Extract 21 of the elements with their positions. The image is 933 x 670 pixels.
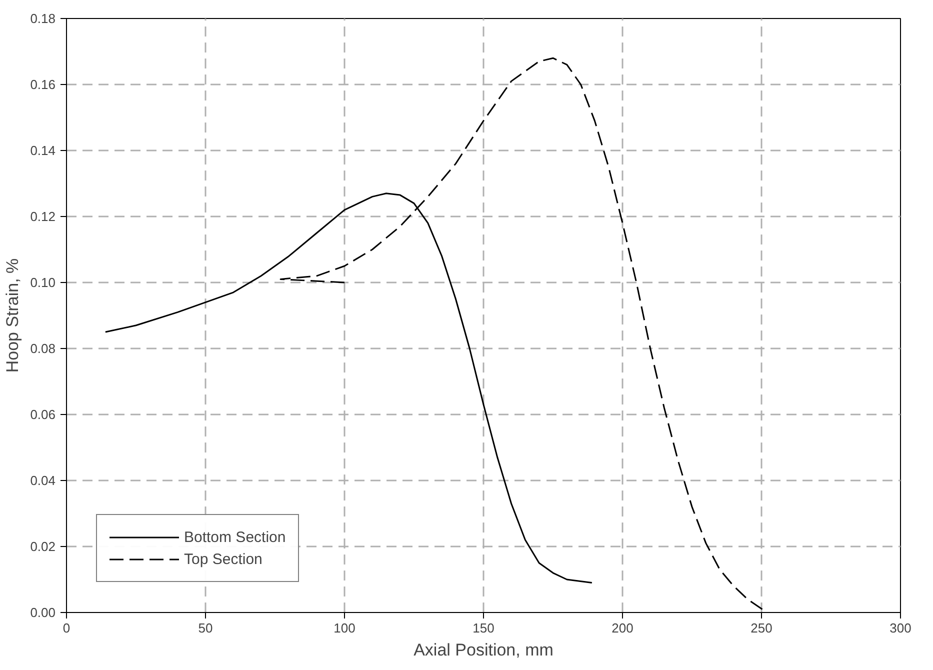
legend-label: Top Section: [184, 550, 262, 568]
x-tick-label: 200: [612, 620, 634, 636]
x-tick-label: 0: [62, 620, 70, 636]
x-tick-label: 50: [198, 620, 213, 636]
y-tick-label: 0.08: [30, 341, 56, 356]
legend-label: Bottom Section: [184, 528, 286, 546]
y-tick-label: 0.04: [30, 473, 56, 488]
y-tick-label: 0.02: [30, 539, 56, 554]
x-tick-label: 100: [334, 620, 356, 636]
x-tick-label: 250: [750, 620, 772, 636]
y-tick-label: 0.18: [30, 11, 56, 26]
x-axis-title: Axial Position, mm: [414, 640, 554, 660]
y-tick-label: 0.06: [30, 407, 56, 422]
y-tick-label: 0.16: [30, 77, 56, 92]
y-tick-label: 0.00: [30, 605, 56, 620]
y-tick-label: 0.12: [30, 209, 56, 224]
y-axis-title: Hoop Strain, %: [3, 258, 22, 373]
x-tick-label: 300: [890, 620, 912, 636]
y-tick-label: 0.14: [30, 143, 56, 158]
y-tick-label: 0.10: [30, 275, 56, 290]
x-tick-label: 150: [472, 620, 494, 636]
